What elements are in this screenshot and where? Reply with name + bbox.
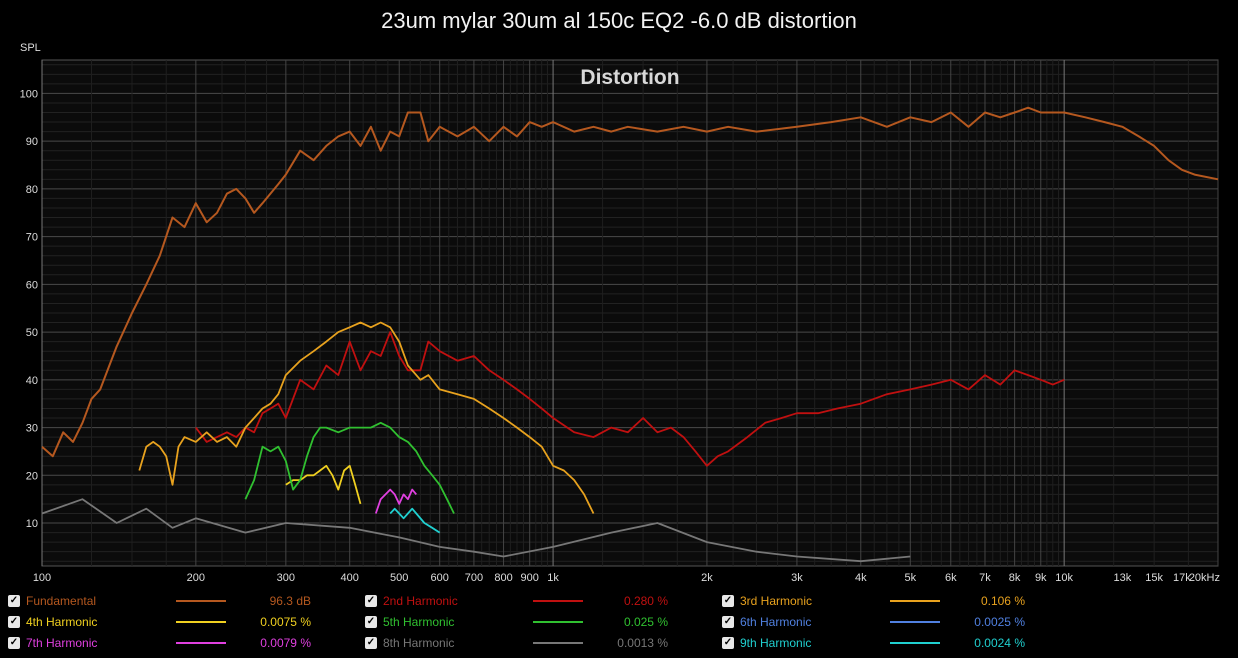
y-tick-label: 90	[26, 136, 38, 148]
x-tick-label: 2k	[701, 572, 713, 584]
legend-swatch	[176, 600, 226, 602]
legend-swatch	[890, 621, 940, 623]
series-line-9th-harmonic	[389, 507, 441, 534]
x-tick-label: 900	[521, 572, 539, 584]
y-tick-label: 70	[26, 232, 38, 244]
x-tick-label: 3k	[791, 572, 803, 584]
x-tick-label: 6k	[945, 572, 957, 584]
legend-value: 0.0079 %	[260, 636, 311, 650]
chart-title: 23um mylar 30um al 150c EQ2 -6.0 dB dist…	[381, 8, 857, 33]
y-tick-label: 10	[26, 518, 38, 530]
plot-subtitle: Distortion	[580, 66, 679, 89]
legend-swatch	[176, 621, 226, 623]
x-tick-label: 7k	[979, 572, 991, 584]
legend-checkbox[interactable]: ✓	[365, 637, 377, 649]
legend-item-fundamental[interactable]: ✓ Fundamental 96.3 dB	[8, 592, 311, 610]
y-tick-label: 100	[20, 88, 38, 100]
legend-label: 7th Harmonic	[26, 636, 98, 650]
y-tick-label: 20	[26, 470, 38, 482]
legend-label: 5th Harmonic	[383, 615, 455, 629]
x-tick-label: 17k	[1173, 572, 1191, 584]
x-tick-label: 15k	[1145, 572, 1163, 584]
x-tick-label: 8k	[1009, 572, 1021, 584]
x-tick-label: 600	[431, 572, 449, 584]
legend-checkbox[interactable]: ✓	[722, 595, 734, 607]
legend-value: 0.0025 %	[974, 615, 1025, 629]
legend-checkbox[interactable]: ✓	[365, 616, 377, 628]
x-tick-label: 800	[494, 572, 512, 584]
legend-label: Fundamental	[26, 594, 97, 608]
x-tick-label: 4k	[855, 572, 867, 584]
x-tick-label: 9k	[1035, 572, 1047, 584]
x-tick-label: 400	[341, 572, 359, 584]
legend-label: 6th Harmonic	[740, 615, 812, 629]
series-line-3rd-harmonic	[138, 321, 595, 514]
y-tick-labels: 10 20 30 40 50 60 70 80 90 100	[20, 88, 38, 530]
series-line-5th-harmonic	[244, 421, 455, 514]
legend-swatch	[176, 642, 226, 644]
legend-value: 0.0075 %	[260, 615, 311, 629]
series-line-2nd-harmonic	[195, 331, 1065, 467]
legend-checkbox[interactable]: ✓	[365, 595, 377, 607]
legend-item-7th-harmonic[interactable]: ✓ 7th Harmonic 0.0079 %	[8, 634, 311, 652]
x-tick-label: 13k	[1114, 572, 1132, 584]
grid-lines	[41, 60, 1219, 566]
legend-label: 4th Harmonic	[26, 615, 98, 629]
legend-checkbox[interactable]: ✓	[8, 637, 20, 649]
x-tick-labels: 100 200 300 400 500 600 700 800 900 1k 2k 3k 4k 5k 6k 7…	[33, 572, 1220, 584]
legend-value: 0.025 %	[623, 615, 668, 629]
y-tick-label: 60	[26, 279, 38, 291]
legend-swatch	[890, 600, 940, 602]
distortion-plot: 10 20 30 40 50 60 70 80 90 100 100 200 300 400 500 600…	[20, 59, 1220, 584]
legend-value: 0.0013 %	[617, 636, 668, 650]
legend-value: 0.0024 %	[974, 636, 1025, 650]
y-axis-label: SPL	[20, 42, 41, 54]
legend-checkbox[interactable]: ✓	[8, 616, 20, 628]
y-tick-label: 80	[26, 184, 38, 196]
legend-swatch	[533, 600, 583, 602]
legend-swatch	[890, 642, 940, 644]
x-tick-label: 200	[187, 572, 205, 584]
legend-label: 2nd Harmonic	[383, 594, 458, 608]
legend-item-9th-harmonic[interactable]: ✓ 9th Harmonic 0.0024 %	[722, 634, 1025, 652]
y-tick-label: 40	[26, 375, 38, 387]
legend-item-8th-harmonic[interactable]: ✓ 8th Harmonic 0.0013 %	[365, 634, 668, 652]
legend-swatch	[533, 621, 583, 623]
legend-item-2nd-harmonic[interactable]: ✓ 2nd Harmonic 0.280 %	[365, 592, 668, 610]
x-tick-label: 100	[33, 572, 51, 584]
legend-checkbox[interactable]: ✓	[8, 595, 20, 607]
x-tick-label: 1k	[547, 572, 559, 584]
x-tick-label: 10k	[1055, 572, 1073, 584]
legend-label: 9th Harmonic	[740, 636, 812, 650]
x-tick-label: 700	[465, 572, 483, 584]
legend-label: 8th Harmonic	[383, 636, 455, 650]
legend-item-3rd-harmonic[interactable]: ✓ 3rd Harmonic 0.106 %	[722, 592, 1025, 610]
legend-label: 3rd Harmonic	[740, 594, 813, 608]
legend-value: 96.3 dB	[269, 594, 311, 608]
x-tick-label: 500	[390, 572, 408, 584]
y-tick-label: 50	[26, 327, 38, 339]
x-tick-label: 20kHz	[1189, 572, 1220, 584]
legend-value: 0.106 %	[980, 594, 1025, 608]
legend-checkbox[interactable]: ✓	[722, 616, 734, 628]
series-line-8th-harmonic	[41, 498, 911, 563]
x-tick-label: 5k	[904, 572, 916, 584]
series-line-fundamental	[41, 106, 1219, 458]
legend-checkbox[interactable]: ✓	[722, 637, 734, 649]
legend-swatch	[533, 642, 583, 644]
series-lines	[41, 106, 1219, 563]
legend: ✓ Fundamental 96.3 dB ✓ 2nd Harmonic 0.280 % ✓…	[0, 590, 1238, 658]
series-line-7th-harmonic	[374, 488, 417, 514]
legend-item-4th-harmonic[interactable]: ✓ 4th Harmonic 0.0075 %	[8, 613, 311, 631]
legend-value: 0.280 %	[623, 594, 668, 608]
y-tick-label: 30	[26, 423, 38, 435]
legend-item-5th-harmonic[interactable]: ✓ 5th Harmonic 0.025 %	[365, 613, 668, 631]
x-tick-label: 300	[277, 572, 295, 584]
legend-item-6th-harmonic[interactable]: ✓ 6th Harmonic 0.0025 %	[722, 613, 1025, 631]
